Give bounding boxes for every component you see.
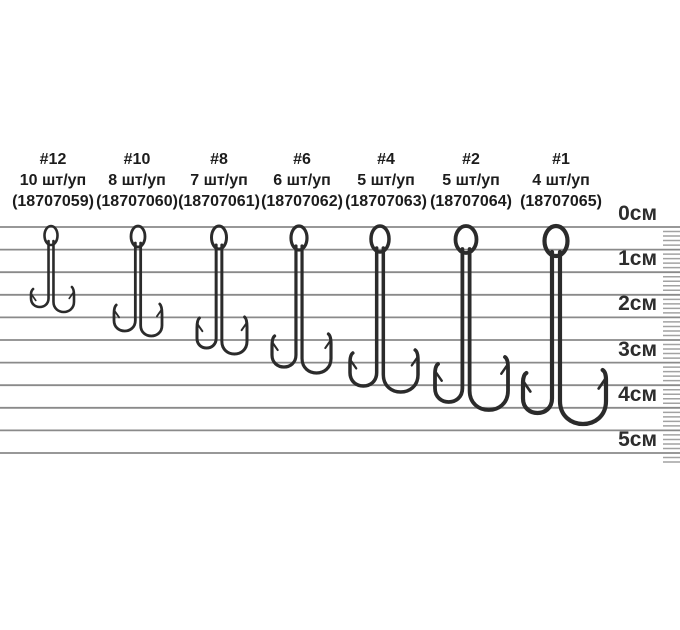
- ruler-cm-label: 5см: [618, 428, 657, 451]
- hook-eye: [129, 224, 147, 249]
- hook-bend: [348, 246, 379, 388]
- hook-bend: [467, 247, 510, 412]
- hook-size-label: #10: [123, 151, 151, 168]
- hook-barb: [30, 293, 37, 302]
- product-label-column: #6 6 шт/уп (18707062): [261, 149, 343, 212]
- hook-size-label: #4: [377, 151, 395, 168]
- hook-bend: [220, 243, 249, 356]
- pack-qty-label: 4 шт/уп: [532, 172, 590, 189]
- ruler-cm-label: 4см: [618, 382, 657, 406]
- product-code-label: (18707063): [345, 193, 427, 210]
- hook-bend: [112, 241, 137, 333]
- hook-eye: [369, 224, 391, 254]
- hook-bend: [29, 239, 50, 309]
- hook-barb: [434, 370, 443, 382]
- hook-eye: [542, 223, 570, 259]
- hook-bend: [270, 244, 298, 369]
- hook-bend: [195, 243, 218, 350]
- double-hook-12: [29, 224, 76, 314]
- product-label-column: #1 4 шт/уп (18707065): [520, 149, 602, 212]
- pack-qty-label: 5 шт/уп: [357, 172, 415, 189]
- hook-size-label: #8: [210, 151, 228, 168]
- product-label-column: #10 8 шт/уп (18707060): [96, 149, 178, 212]
- hook-barb: [196, 323, 204, 333]
- hook-eye: [43, 224, 59, 247]
- hook-bend: [300, 244, 333, 375]
- hook-bend: [433, 247, 465, 404]
- hook-barb: [597, 377, 607, 390]
- product-code-label: (18707059): [12, 193, 94, 210]
- pack-qty-label: 8 шт/уп: [108, 172, 166, 189]
- pack-qty-label: 5 шт/уп: [442, 172, 500, 189]
- product-code-label: (18707061): [178, 193, 260, 210]
- ruler-cm-label: 3см: [618, 337, 657, 361]
- double-hook-10: [112, 224, 164, 338]
- hook-barb: [271, 341, 279, 352]
- hook-bend: [139, 241, 164, 338]
- hook-size-label: #2: [462, 151, 480, 168]
- hook-size-label: #1: [552, 151, 570, 168]
- hook-size-label: #12: [39, 151, 67, 168]
- hook-barb: [68, 291, 75, 300]
- hook-bend: [520, 249, 555, 415]
- hook-barb: [240, 322, 248, 332]
- product-code-label: (18707065): [520, 193, 602, 210]
- hook-eye: [210, 224, 228, 251]
- hook-barb: [522, 380, 532, 393]
- pack-qty-label: 6 шт/уп: [273, 172, 331, 189]
- double-hook-8: [195, 224, 249, 356]
- ruler-cm-label: 2см: [618, 292, 657, 316]
- ruler-cm-label: 0см: [618, 202, 657, 225]
- double-hook-2: [433, 224, 510, 412]
- double-hook-4: [348, 224, 420, 394]
- product-code-label: (18707062): [261, 193, 343, 210]
- hook-size-label: #6: [293, 151, 311, 168]
- product-label-column: #12 10 шт/уп (18707059): [12, 149, 94, 212]
- hook-barb: [324, 339, 332, 350]
- double-hook-1: [520, 223, 609, 426]
- double-hook-6: [270, 224, 333, 375]
- product-label-column: #8 7 шт/уп (18707061): [178, 149, 260, 212]
- size-labels-row: #12 10 шт/уп (18707059) #10 8 шт/уп (187…: [0, 0, 680, 220]
- hook-bend: [557, 249, 609, 426]
- hook-barb: [113, 309, 120, 319]
- product-code-label: (18707064): [430, 193, 512, 210]
- pack-qty-label: 10 шт/уп: [19, 172, 87, 189]
- pack-qty-label: 7 шт/уп: [190, 172, 248, 189]
- product-code-label: (18707060): [96, 193, 178, 210]
- ruler-cm-label: 1см: [618, 247, 657, 271]
- hook-bend: [52, 239, 76, 314]
- hook-bend: [381, 246, 420, 394]
- hook-barb: [156, 308, 163, 318]
- hook-barb: [349, 359, 358, 370]
- hook-eye: [453, 224, 479, 255]
- hook-barb: [500, 363, 509, 375]
- hook-barb: [410, 356, 419, 367]
- product-label-column: #2 5 шт/уп (18707064): [430, 149, 512, 212]
- hook-eye: [289, 224, 309, 252]
- product-label-column: #4 5 шт/уп (18707063): [345, 149, 427, 212]
